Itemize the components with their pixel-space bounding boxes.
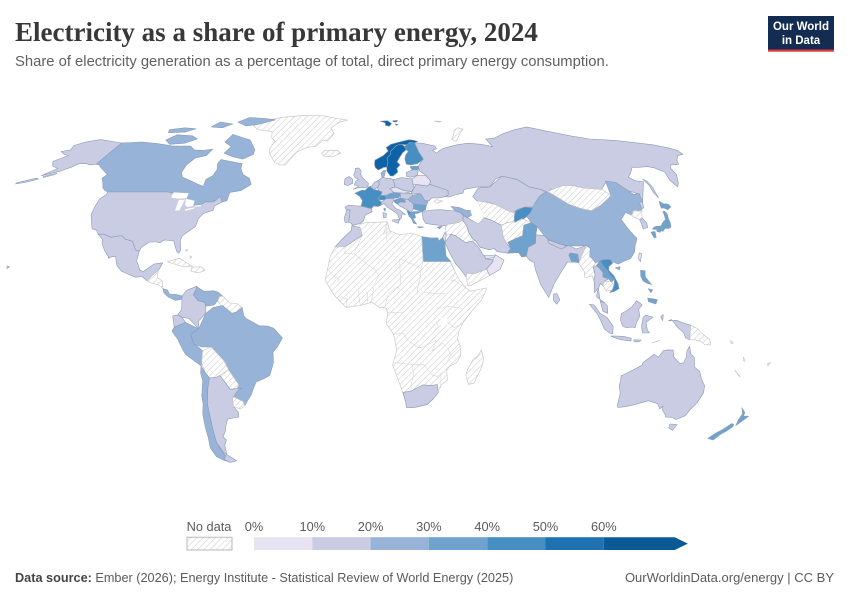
svg-text:Data source: Ember (2026); Ene: Data source: Ember (2026); Energy Instit… [15, 571, 513, 585]
svg-text:Our World: Our World [773, 21, 829, 33]
svg-text:30%: 30% [416, 519, 442, 534]
svg-text:in Data: in Data [782, 35, 821, 47]
svg-text:60%: 60% [591, 519, 617, 534]
svg-text:No data: No data [187, 519, 233, 534]
svg-text:Share of electricity generatio: Share of electricity generation as a per… [15, 54, 609, 70]
svg-text:50%: 50% [533, 519, 559, 534]
svg-text:0%: 0% [245, 519, 264, 534]
svg-text:20%: 20% [358, 519, 384, 534]
svg-text:Electricity as a share of prim: Electricity as a share of primary energy… [15, 17, 538, 47]
svg-text:10%: 10% [299, 519, 325, 534]
svg-text:OurWorldinData.org/energy | CC: OurWorldinData.org/energy | CC BY [625, 570, 834, 585]
svg-text:40%: 40% [474, 519, 500, 534]
